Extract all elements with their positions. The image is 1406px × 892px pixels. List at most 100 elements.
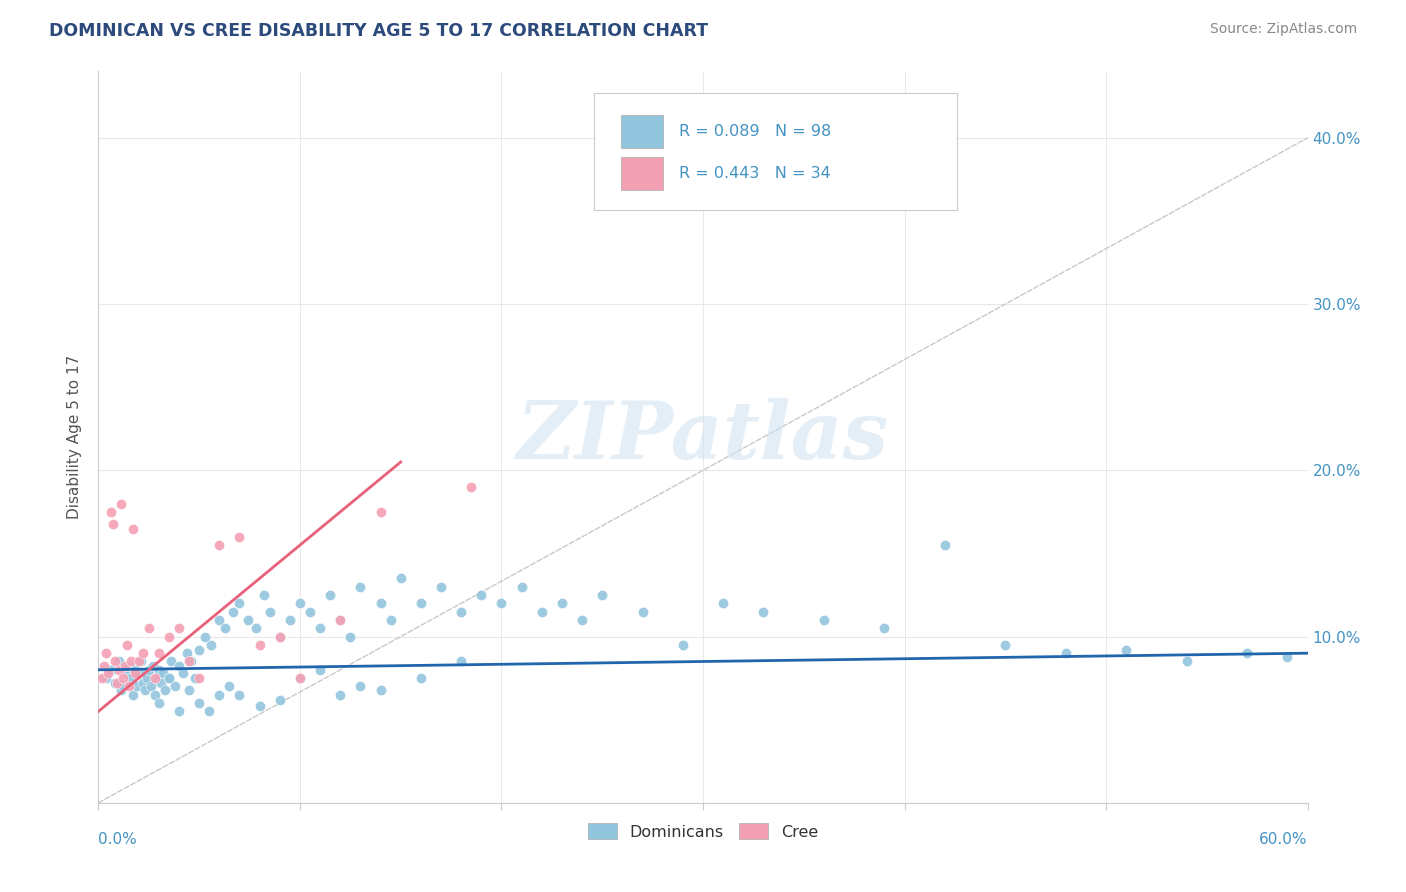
Point	[180, 655, 202, 669]
Point	[309, 663, 332, 677]
Point	[672, 638, 695, 652]
Point	[245, 621, 267, 635]
Point	[125, 680, 148, 694]
Text: DOMINICAN VS CREE DISABILITY AGE 5 TO 17 CORRELATION CHART: DOMINICAN VS CREE DISABILITY AGE 5 TO 17…	[49, 22, 709, 40]
Point	[135, 671, 157, 685]
Point	[409, 671, 432, 685]
Y-axis label: Disability Age 5 to 17: Disability Age 5 to 17	[67, 355, 83, 519]
Point	[1236, 646, 1258, 660]
Point	[370, 682, 392, 697]
Point	[319, 588, 342, 602]
Point	[370, 596, 392, 610]
Point	[167, 659, 190, 673]
Point	[146, 671, 169, 685]
Point	[153, 682, 176, 697]
Text: R = 0.089   N = 98: R = 0.089 N = 98	[679, 124, 831, 139]
Point	[100, 505, 122, 519]
Point	[129, 655, 152, 669]
Point	[107, 663, 129, 677]
Point	[110, 497, 132, 511]
Point	[124, 663, 146, 677]
Point	[236, 613, 259, 627]
Point	[253, 588, 276, 602]
Point	[93, 659, 115, 673]
Point	[179, 682, 201, 697]
Point	[114, 659, 136, 673]
Point	[176, 646, 198, 660]
Point	[148, 646, 170, 660]
Point	[380, 613, 402, 627]
Point	[148, 696, 170, 710]
Point	[228, 688, 250, 702]
Point	[188, 671, 211, 685]
Point	[118, 659, 141, 673]
Point	[101, 516, 124, 531]
Point	[121, 521, 143, 535]
Point	[288, 671, 311, 685]
Point	[249, 699, 271, 714]
Point	[813, 613, 835, 627]
FancyBboxPatch shape	[621, 157, 664, 190]
Point	[200, 638, 222, 652]
Point	[1054, 646, 1077, 660]
Point	[510, 580, 533, 594]
Point	[228, 530, 250, 544]
Point	[329, 613, 352, 627]
Point	[132, 646, 155, 660]
Point	[994, 638, 1017, 652]
Point	[121, 688, 143, 702]
Point	[288, 596, 311, 610]
Point	[163, 680, 186, 694]
Point	[349, 680, 371, 694]
Point	[143, 688, 166, 702]
Point	[450, 655, 472, 669]
Point	[873, 621, 896, 635]
Point	[107, 655, 129, 669]
Point	[269, 630, 291, 644]
Point	[208, 688, 231, 702]
Point	[157, 630, 180, 644]
Point	[96, 646, 118, 660]
Point	[148, 663, 170, 677]
Point	[120, 655, 142, 669]
Point	[752, 605, 775, 619]
Point	[430, 580, 453, 594]
Point	[631, 605, 654, 619]
Point	[132, 676, 155, 690]
Point	[1277, 649, 1299, 664]
Point	[188, 643, 211, 657]
Point	[934, 538, 956, 552]
Point	[309, 621, 332, 635]
Text: 0.0%: 0.0%	[98, 832, 138, 847]
Point	[530, 605, 553, 619]
Point	[278, 613, 301, 627]
Point	[105, 676, 128, 690]
Text: R = 0.443   N = 34: R = 0.443 N = 34	[679, 166, 831, 181]
Point	[120, 671, 142, 685]
Point	[103, 676, 125, 690]
Point	[149, 676, 172, 690]
Point	[138, 663, 160, 677]
Point	[110, 682, 132, 697]
Point	[128, 666, 150, 681]
Point	[329, 688, 352, 702]
Point	[228, 596, 250, 610]
Point	[470, 588, 492, 602]
Point	[288, 671, 311, 685]
Point	[1175, 655, 1198, 669]
Point	[571, 613, 593, 627]
Point	[167, 705, 190, 719]
Point	[111, 671, 134, 685]
Point	[97, 666, 120, 681]
Point	[198, 705, 221, 719]
Point	[157, 671, 180, 685]
Point	[100, 663, 122, 677]
Point	[91, 671, 114, 685]
Point	[143, 671, 166, 685]
Point	[329, 613, 352, 627]
Point	[349, 580, 371, 594]
Point	[172, 666, 194, 681]
Point	[249, 638, 271, 652]
Point	[160, 655, 183, 669]
Point	[591, 588, 613, 602]
